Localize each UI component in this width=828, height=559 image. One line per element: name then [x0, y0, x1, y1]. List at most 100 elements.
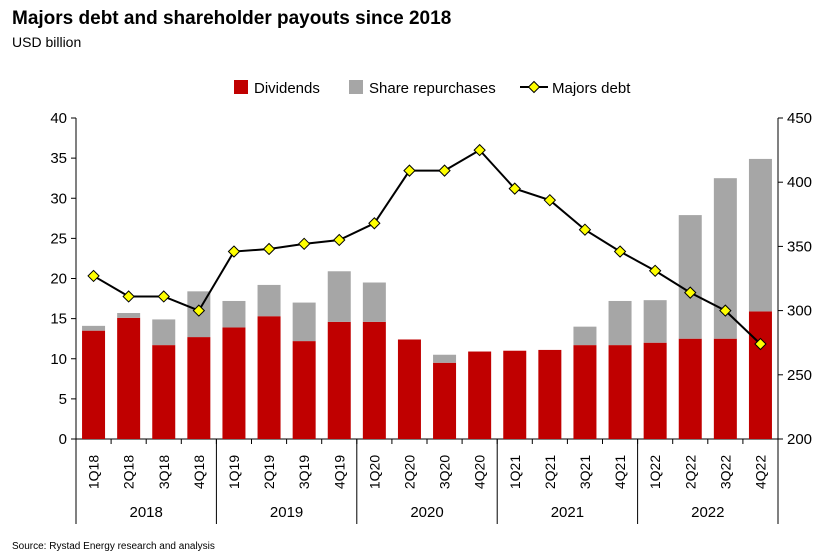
majors-debt-point — [192, 304, 206, 317]
right-axis-tick-label: 400 — [787, 174, 812, 191]
majors-debt-point — [227, 245, 241, 258]
dividends-bar — [327, 321, 351, 439]
category-label: 4Q20 — [472, 455, 488, 489]
legend-majors-debt-label: Majors debt — [552, 80, 631, 97]
dividends-bar — [397, 339, 421, 439]
majors-debt-point — [438, 164, 451, 177]
category-label: 1Q22 — [647, 455, 663, 489]
legend-dividends-label: Dividends — [254, 80, 320, 97]
left-axis-tick-label: 5 — [59, 391, 67, 408]
dividends-bar — [748, 311, 772, 439]
left-axis-tick-label: 15 — [50, 311, 67, 328]
share-repurchases-bar — [327, 271, 351, 322]
category-label: 3Q21 — [577, 455, 593, 489]
category-label: 3Q20 — [437, 455, 453, 489]
dividends-bar — [573, 345, 597, 439]
right-axis-tick-label: 300 — [787, 303, 812, 320]
dividends-bar — [503, 350, 527, 439]
majors-debt-point — [403, 164, 416, 177]
category-label: 2Q21 — [542, 455, 558, 489]
dividends-bar — [257, 316, 281, 439]
left-axis-tick-label: 35 — [50, 150, 67, 167]
dividends-bar — [433, 362, 457, 439]
majors-debt-point — [297, 237, 311, 251]
category-label: 4Q19 — [331, 455, 347, 489]
majors-debt-point — [648, 264, 662, 278]
left-axis-tick-label: 30 — [50, 190, 67, 207]
chart-subtitle: USD billion — [12, 34, 82, 50]
majors-debt-point — [543, 193, 557, 207]
left-axis-tick-label: 0 — [59, 431, 67, 448]
majors-debt-point — [87, 269, 100, 283]
share-repurchases-bar — [82, 325, 106, 331]
share-repurchases-bar — [608, 300, 632, 346]
share-repurchases-bar — [643, 300, 667, 343]
legend-dividends-swatch — [234, 80, 248, 94]
share-repurchases-bar — [748, 158, 772, 312]
majors-debt-point — [684, 286, 697, 299]
dividends-bar — [643, 342, 667, 439]
share-repurchases-bar — [222, 300, 246, 328]
majors-debt-point — [578, 223, 592, 236]
year-label: 2018 — [130, 504, 163, 521]
dividends-bar — [292, 341, 316, 439]
dividends-bar — [678, 338, 702, 439]
left-axis-tick-label: 10 — [50, 351, 67, 368]
category-label: 1Q18 — [86, 455, 102, 489]
category-label: 2Q22 — [682, 455, 698, 489]
year-label: 2020 — [410, 504, 443, 521]
category-label: 1Q20 — [366, 455, 382, 489]
majors-debt-point — [368, 217, 381, 230]
left-axis-tick-label: 20 — [50, 271, 67, 288]
majors-debt-point — [719, 304, 732, 317]
majors-debt-point — [262, 242, 276, 256]
majors-debt-line — [93, 148, 762, 345]
legend-share-repurchases-swatch — [349, 80, 363, 94]
dividends-bar — [82, 330, 106, 439]
share-repurchases-bar — [152, 319, 176, 346]
category-label: 2Q19 — [261, 455, 277, 489]
dividends-bar — [608, 345, 632, 439]
dividends-bar — [538, 349, 562, 439]
source-note: Source: Rystad Energy research and analy… — [12, 541, 215, 552]
share-repurchases-bar — [117, 313, 141, 318]
right-axis-tick-label: 250 — [787, 367, 812, 384]
dividends-bar — [222, 327, 246, 439]
majors-debt-point — [754, 337, 767, 351]
majors-debt-point — [613, 245, 627, 258]
category-label: 2Q20 — [401, 455, 417, 489]
category-label: 1Q19 — [226, 455, 242, 489]
dividends-bar — [713, 338, 737, 439]
year-label: 2022 — [691, 504, 724, 521]
left-axis-tick-label: 25 — [50, 230, 67, 247]
category-label: 3Q19 — [296, 455, 312, 489]
share-repurchases-bar — [257, 284, 281, 317]
year-label: 2021 — [551, 504, 584, 521]
share-repurchases-bar — [292, 302, 316, 342]
dividends-bar — [117, 317, 141, 439]
majors-debt-point — [508, 182, 521, 195]
share-repurchases-bar — [362, 282, 386, 322]
chart-title: Majors debt and shareholder payouts sinc… — [12, 8, 452, 29]
legend-share-repurchases-label: Share repurchases — [369, 80, 496, 97]
share-repurchases-bar — [678, 215, 702, 339]
share-repurchases-bar — [713, 178, 737, 339]
right-axis-tick-label: 450 — [787, 110, 812, 127]
right-axis-tick-label: 350 — [787, 238, 812, 255]
category-label: 4Q21 — [612, 455, 628, 489]
category-label: 4Q18 — [191, 455, 207, 489]
right-axis-tick-label: 200 — [787, 431, 812, 448]
year-label: 2019 — [270, 504, 303, 521]
dividends-bar — [362, 321, 386, 439]
left-axis-tick-label: 40 — [50, 110, 67, 127]
category-label: 3Q22 — [717, 455, 733, 489]
legend-majors-debt-marker — [527, 80, 541, 94]
majors-debt-point — [333, 233, 346, 247]
category-label: 4Q22 — [752, 455, 768, 489]
majors-debt-point — [122, 290, 135, 303]
dividends-bar — [187, 337, 211, 439]
category-label: 3Q18 — [156, 455, 172, 489]
share-repurchases-bar — [433, 354, 457, 363]
share-repurchases-bar — [573, 326, 597, 346]
